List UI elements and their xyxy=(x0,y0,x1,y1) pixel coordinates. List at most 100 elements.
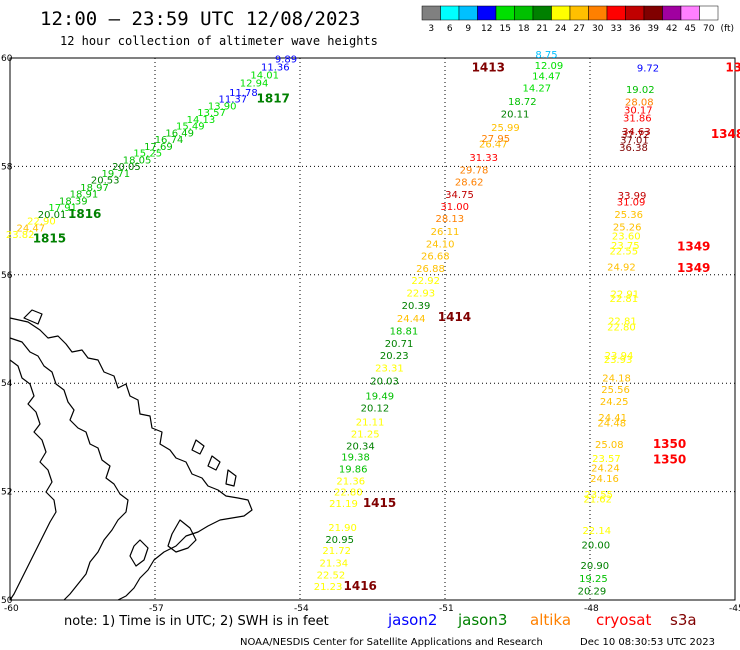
wave-height-value: 24.48 xyxy=(597,419,626,430)
legend-swatch xyxy=(551,5,571,21)
wave-height-value: 20.29 xyxy=(578,587,607,598)
wave-height-value: 23.93 xyxy=(604,355,633,366)
y-tick-label: 56 xyxy=(1,271,13,281)
wave-height-value: 22.91 xyxy=(610,290,639,301)
wave-height-value: 14.27 xyxy=(523,84,552,95)
legend-label: 30 xyxy=(592,24,604,34)
legend-swatch xyxy=(699,5,719,21)
pass-time-label: 134 xyxy=(725,61,740,75)
x-tick-label: -57 xyxy=(149,604,164,614)
pass-time-label: 1414 xyxy=(438,310,471,324)
legend-label: 70 xyxy=(703,24,715,34)
coastline xyxy=(9,309,253,601)
wave-height-value: 23.75 xyxy=(611,241,640,252)
legend-swatch xyxy=(514,5,534,21)
wave-height-value: 26.11 xyxy=(431,227,460,238)
color-legend: 3 6 9 12 15 18 21 24 27 30 33 36 39 42 45 70 (ft) xyxy=(421,5,734,34)
footer-timestamp: Dec 10 08:30:53 UTC 2023 xyxy=(580,637,715,648)
wave-height-value: 24.92 xyxy=(607,262,636,273)
wave-height-value: 33.99 xyxy=(618,191,647,202)
legend-label: (ft) xyxy=(720,24,734,34)
wave-height-value: 21.23 xyxy=(314,582,343,593)
wave-height-value: 23.57 xyxy=(592,454,621,465)
wave-height-value: 25.26 xyxy=(613,222,642,233)
satellite-key: jason2 jason3 altika cryosat s3a xyxy=(387,611,697,629)
wave-height-value: 20.12 xyxy=(361,403,390,414)
legend-label: 36 xyxy=(629,24,641,34)
footer-note: note: 1) Time is in UTC; 2) SWH is in fe… xyxy=(64,614,329,629)
wave-height-value: 24.10 xyxy=(426,240,455,251)
wave-height-value: 9.72 xyxy=(637,64,659,75)
wave-height-value: 12.09 xyxy=(535,61,564,72)
lat-lon-grid xyxy=(10,58,735,600)
wave-height-value: 22.52 xyxy=(317,570,346,581)
wave-height-value: 22.81 xyxy=(608,317,637,328)
wave-height-value: 21.11 xyxy=(356,417,385,428)
wave-height-value: 28.62 xyxy=(455,177,484,188)
legend-label: 42 xyxy=(666,24,677,34)
wave-height-value: 19.86 xyxy=(339,465,368,476)
wave-height-value: 20.11 xyxy=(501,110,530,121)
wave-height-value: 21.72 xyxy=(322,546,351,557)
legend-label: 21 xyxy=(537,24,548,34)
pass-time-label: 1413 xyxy=(472,61,505,75)
wave-height-value: 26.47 xyxy=(479,139,508,150)
wave-height-value: 19.71 xyxy=(102,169,131,180)
wave-height-value: 22.14 xyxy=(582,526,611,537)
legend-label: 12 xyxy=(481,24,492,34)
satellite-name-cryosat: cryosat xyxy=(596,611,651,629)
wave-height-value: 20.03 xyxy=(370,376,399,387)
wave-height-value: 20.00 xyxy=(581,541,610,552)
wave-height-value: 37.72 xyxy=(621,130,650,141)
wave-height-value: 23.60 xyxy=(612,232,641,243)
pass-time-label: 1817 xyxy=(257,91,290,105)
wave-height-value: 23.94 xyxy=(605,351,634,362)
wave-height-value: 16.49 xyxy=(165,129,194,140)
wave-height-value: 22.92 xyxy=(411,276,440,287)
wave-height-value: 26.88 xyxy=(416,264,445,275)
wave-height-value: 31.33 xyxy=(469,153,498,164)
wave-height-value: 28.13 xyxy=(436,214,465,225)
legend-swatch xyxy=(477,5,497,21)
wave-height-value: 18.72 xyxy=(508,97,537,108)
wave-height-value: 22.81 xyxy=(610,294,639,305)
pass-time-label: 1348 xyxy=(711,127,740,141)
wave-height-value: 18.39 xyxy=(59,196,88,207)
wave-height-value: 36.38 xyxy=(619,143,648,154)
map-title: 12:00 — 23:59 UTC 12/08/2023 xyxy=(40,8,360,30)
wave-height-value: 11.78 xyxy=(229,88,258,99)
legend-swatch xyxy=(569,5,589,21)
wave-height-value: 16.74 xyxy=(155,135,184,146)
wave-height-value: 25.36 xyxy=(614,210,643,221)
wave-height-value: 21.19 xyxy=(329,499,358,510)
wave-height-value: 20.71 xyxy=(385,339,414,350)
wave-height-value: 11.36 xyxy=(261,62,290,73)
wave-height-value: 18.91 xyxy=(70,189,99,200)
wave-height-value: 31.09 xyxy=(617,197,646,208)
wave-height-value: 11.37 xyxy=(218,94,247,105)
pass-time-label: 1815 xyxy=(33,231,66,245)
wave-height-value: 24.41 xyxy=(598,413,627,424)
plot-frame xyxy=(9,57,736,601)
x-tick-label: -45 xyxy=(729,604,740,614)
wave-height-value: 20.34 xyxy=(346,441,375,452)
wave-height-value: 24.47 xyxy=(16,223,45,234)
wave-height-value: 25.99 xyxy=(491,123,520,134)
wave-height-value: 18.81 xyxy=(390,326,419,337)
wave-height-value: 21.34 xyxy=(320,558,349,569)
y-tick-label: 58 xyxy=(1,162,13,172)
pass-time-label: 1349 xyxy=(677,261,710,275)
wave-height-value: 24.18 xyxy=(602,374,631,385)
wave-height-value: 13.90 xyxy=(208,101,237,112)
wave-height-value: 9.89 xyxy=(275,54,297,65)
legend-swatch xyxy=(662,5,682,21)
wave-height-value: 15.25 xyxy=(133,149,162,160)
wave-height-value: 21.36 xyxy=(336,477,365,488)
wave-height-value: 19.49 xyxy=(365,391,394,402)
legend-label: 24 xyxy=(555,24,567,34)
pass-time-label: 1816 xyxy=(68,207,101,221)
legend-label: 27 xyxy=(574,24,585,34)
wave-height-observations: 23.8224.4722.9020.0117.9118.3918.9118.97… xyxy=(6,50,659,598)
legend-label: 39 xyxy=(648,24,660,34)
